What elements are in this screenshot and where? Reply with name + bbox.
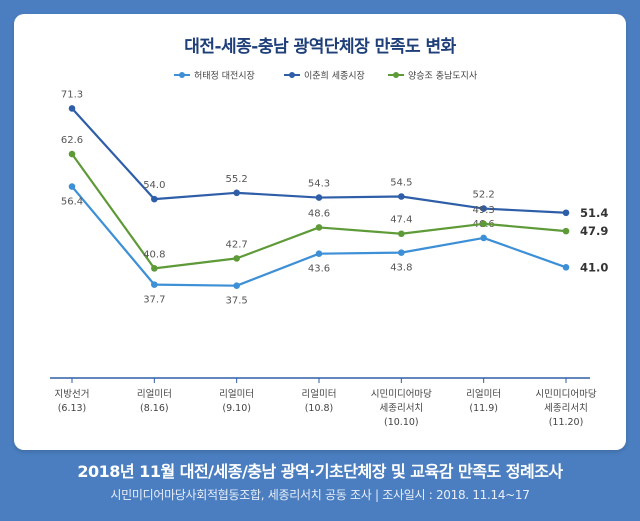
data-point <box>233 255 240 262</box>
data-point <box>233 189 240 197</box>
legend-label: 이춘희 세종시장 <box>304 70 365 82</box>
data-point <box>562 264 570 271</box>
data-label: 42.7 <box>226 239 248 250</box>
data-label: 48.6 <box>308 208 330 219</box>
data-label: 43.8 <box>390 263 412 274</box>
data-label: 71.3 <box>61 89 83 100</box>
x-tick-label: (11.20) <box>549 417 584 428</box>
data-point <box>398 230 405 238</box>
data-point <box>68 105 76 112</box>
data-point <box>68 183 76 190</box>
data-label: 55.2 <box>226 174 248 185</box>
data-label: 47.9 <box>580 224 608 238</box>
x-tick-label: 시민미디어마당 <box>371 389 432 400</box>
data-point <box>151 281 158 288</box>
data-label: 54.3 <box>308 179 330 190</box>
x-tick-label: 리얼미터 <box>137 389 172 400</box>
legend-marker <box>289 72 295 78</box>
data-label: 47.4 <box>390 215 412 226</box>
footer-title: 2018년 11월 대전/세종/충남 광역·기초단체장 및 교육감 만족도 정례… <box>77 462 563 481</box>
x-tick-label: 리얼미터 <box>302 389 337 400</box>
x-tick-label: (10.8) <box>305 403 334 414</box>
x-tick-label: 리얼미터 <box>219 389 254 400</box>
x-tick-label: (8.16) <box>140 403 169 414</box>
data-point <box>480 234 487 242</box>
data-label: 62.6 <box>61 135 83 146</box>
x-tick-label: 세종리서치 <box>544 402 588 414</box>
x-axis: 지방선거 (6.13) 리얼미터 (8.16) 리얼미터 (9.10) 리얼미터 (10.8)… <box>50 377 597 428</box>
data-point <box>68 150 76 158</box>
chart-card: 대전-세종-충남 광역단체장 만족도 변화 허태정 대전시장 이춘희 세종시장 양승… <box>14 14 626 450</box>
line-chart: 허태정 대전시장 이춘희 세종시장 양승조 충남도지사 지방선거 (6.13) 리얼미터… <box>50 70 609 428</box>
data-point <box>233 282 240 289</box>
data-label: 43.6 <box>308 264 330 275</box>
data-point <box>315 250 323 257</box>
data-label: 52.2 <box>473 190 495 201</box>
data-point <box>315 194 323 201</box>
x-tick-label: (6.13) <box>58 403 87 414</box>
data-point <box>398 249 405 256</box>
data-label: 41.0 <box>580 260 608 274</box>
x-tick-label: (11.9) <box>469 403 498 414</box>
legend: 허태정 대전시장 이춘희 세종시장 양승조 충남도지사 <box>174 70 478 82</box>
data-point <box>315 224 323 231</box>
legend-label: 허태정 대전시장 <box>194 71 255 82</box>
data-point <box>151 265 158 272</box>
data-label: 40.8 <box>143 249 165 260</box>
chart-title: 대전-세종-충남 광역단체장 만족도 변화 <box>184 37 456 57</box>
data-label: 54.5 <box>390 178 412 189</box>
data-point <box>480 220 487 228</box>
x-tick-label: 지방선거 <box>55 389 90 400</box>
x-tick-label: 세종리서치 <box>379 402 423 414</box>
legend-marker <box>393 72 399 78</box>
x-tick-label: (9.10) <box>222 403 251 414</box>
data-point <box>398 193 405 200</box>
data-label: 54.0 <box>143 180 165 191</box>
data-point <box>151 195 158 203</box>
data-point <box>562 209 570 217</box>
data-label: 56.4 <box>61 197 83 208</box>
x-tick-label: (10.10) <box>384 417 419 428</box>
x-tick-label: 리얼미터 <box>466 389 501 400</box>
data-label: 51.4 <box>580 206 608 220</box>
footer-subtitle: 시민미디어마당사회적협동조합, 세종리서치 공동 조사 | 조사일시 : 201… <box>110 488 530 502</box>
data-point <box>480 205 487 212</box>
data-label: 37.5 <box>226 296 248 307</box>
legend-label: 양승조 충남도지사 <box>408 71 478 82</box>
data-point <box>562 227 570 235</box>
legend-marker <box>179 72 185 78</box>
data-label: 49.3 <box>473 205 495 216</box>
series-lines: 56.437.737.543.643.846.641.071.354.055.2… <box>61 89 609 306</box>
data-label: 37.7 <box>143 295 165 306</box>
x-tick-label: 시민미디어마당 <box>535 389 596 400</box>
